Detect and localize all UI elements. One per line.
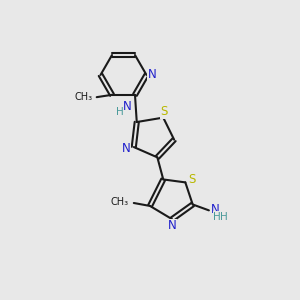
Text: N: N: [123, 100, 132, 113]
Text: N: N: [211, 203, 220, 216]
Text: CH₃: CH₃: [74, 92, 92, 102]
Text: S: S: [160, 105, 167, 118]
Text: N: N: [147, 68, 156, 81]
Text: H: H: [116, 107, 123, 117]
Text: CH₃: CH₃: [110, 196, 128, 206]
Text: H: H: [213, 212, 221, 222]
Text: S: S: [188, 173, 196, 186]
Text: N: N: [122, 142, 131, 155]
Text: H: H: [220, 212, 228, 222]
Text: N: N: [168, 219, 176, 232]
